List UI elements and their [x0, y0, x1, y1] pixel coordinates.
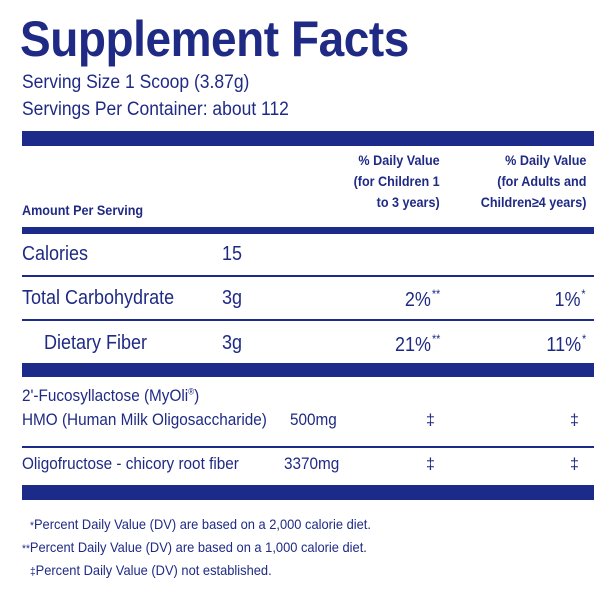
- footnote-mark: ‡: [30, 566, 36, 578]
- ingredient-amount-2fl: 500mg: [290, 410, 337, 429]
- dv-children-header: % Daily Value (for Children 1 to 3 years…: [354, 150, 440, 213]
- footnote-double-asterisk: **Percent Daily Value (DV) are based on …: [22, 539, 367, 555]
- footnote-text: Percent Daily Value (DV) not established…: [35, 562, 272, 578]
- dv-mark: **: [431, 287, 440, 301]
- dv-value: 1%: [554, 289, 581, 311]
- serving-size: Serving Size 1 Scoop (3.87g): [22, 72, 250, 93]
- thick-divider-top: [22, 131, 594, 146]
- amount-per-serving-header: Amount Per Serving: [22, 202, 144, 218]
- dv-adults-header: % Daily Value (for Adults and Children≥4…: [480, 150, 586, 213]
- ingredient-name-oligofructose: Oligofructose - chicory root fiber: [22, 454, 239, 473]
- dv-mark: **: [431, 332, 440, 346]
- ingredient-amount-oligofructose: 3370mg: [284, 454, 340, 473]
- dv-adults-header-line1: % Daily Value: [504, 152, 586, 168]
- dv-children-oligofructose-dagger: ‡: [426, 456, 435, 473]
- dv-value: 2%: [404, 289, 431, 311]
- dv-children-2fl-dagger: ‡: [426, 412, 435, 429]
- dv-adults-oligofructose-dagger: ‡: [570, 456, 579, 473]
- dv-adults-dietary-fiber: 11%*: [546, 332, 586, 357]
- dv-value: 11%: [546, 334, 581, 356]
- dv-value: 21%: [394, 334, 431, 356]
- row-divider: [22, 446, 594, 448]
- footnote-dagger: ‡Percent Daily Value (DV) not establishe…: [30, 562, 272, 578]
- dv-adults-total-carbohydrate: 1%*: [555, 287, 586, 312]
- ingredient-name-2fl-line2: HMO (Human Milk Oligosaccharide): [22, 410, 267, 429]
- nutrient-name-dietary-fiber: Dietary Fiber: [44, 332, 148, 354]
- medium-divider: [22, 227, 594, 234]
- panel-title: Supplement Facts: [20, 11, 409, 67]
- nutrient-name-calories: Calories: [22, 243, 89, 265]
- nutrient-amount-dietary-fiber: 3g: [222, 332, 243, 354]
- nutrient-name-total-carbohydrate: Total Carbohydrate: [22, 287, 175, 309]
- thick-divider-bottom: [22, 485, 594, 500]
- row-divider: [22, 275, 594, 277]
- dv-mark: *: [581, 332, 586, 346]
- footnote-mark: *: [30, 520, 34, 532]
- dv-mark: *: [581, 287, 586, 301]
- nutrient-amount-calories: 15: [222, 243, 243, 265]
- footnote-single-asterisk: *Percent Daily Value (DV) are based on a…: [30, 516, 371, 532]
- dv-children-header-line2: (for Children 1: [353, 173, 440, 189]
- dv-adults-header-line2: (for Adults and: [496, 173, 586, 189]
- servings-per-container: Servings Per Container: about 112: [22, 99, 289, 120]
- row-divider: [22, 319, 594, 321]
- dv-adults-header-line3: Children≥4 years): [480, 194, 586, 210]
- registered-mark: ®: [188, 386, 195, 397]
- dv-children-dietary-fiber: 21%**: [395, 332, 440, 357]
- dv-children-header-line1: % Daily Value: [358, 152, 440, 168]
- footnote-mark: **: [22, 543, 30, 555]
- thick-divider-middle: [22, 363, 594, 377]
- footnote-text: Percent Daily Value (DV) are based on a …: [33, 516, 371, 532]
- ingredient-name-text: 2'-Fucosyllactose (MyOli: [22, 386, 189, 405]
- ingredient-name-text: ): [194, 386, 200, 405]
- ingredient-name-2fl-line1: 2'-Fucosyllactose (MyOli®): [22, 386, 199, 406]
- footnote-text: Percent Daily Value (DV) are based on a …: [29, 539, 367, 555]
- dv-children-header-line3: to 3 years): [376, 194, 440, 210]
- nutrient-amount-total-carbohydrate: 3g: [222, 287, 243, 309]
- dv-adults-2fl-dagger: ‡: [570, 412, 579, 429]
- dv-children-total-carbohydrate: 2%**: [405, 287, 440, 312]
